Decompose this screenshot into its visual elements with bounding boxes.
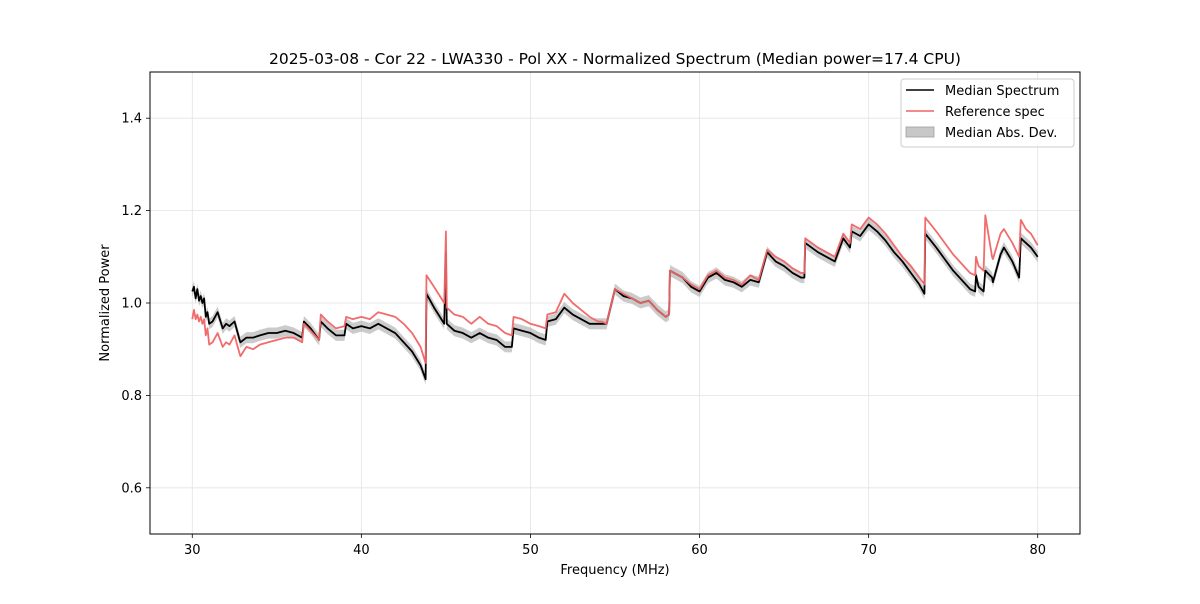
series-lines xyxy=(191,214,1039,381)
y-tick-label: 0.6 xyxy=(121,481,142,496)
y-tick-label: 1.2 xyxy=(121,204,142,219)
x-tick-label: 50 xyxy=(522,543,539,558)
x-tick-label: 40 xyxy=(353,543,370,558)
y-tick-label: 1.4 xyxy=(121,112,142,127)
legend-swatch-mad xyxy=(905,126,935,138)
y-tick-label: 1.0 xyxy=(121,297,142,312)
x-tick-label: 60 xyxy=(691,543,708,558)
legend-label-mad: Median Abs. Dev. xyxy=(945,126,1057,141)
x-tick-label: 80 xyxy=(1029,543,1046,558)
y-tick-label: 0.8 xyxy=(121,389,142,404)
reference-spectrum-line xyxy=(191,214,1039,364)
x-axis-label: Frequency (MHz) xyxy=(560,563,669,578)
legend: Median Spectrum Reference spec Median Ab… xyxy=(900,78,1075,148)
legend-frame xyxy=(900,78,1075,148)
legend-label-median: Median Spectrum xyxy=(945,84,1059,99)
chart-title: 2025-03-08 - Cor 22 - LWA330 - Pol XX - … xyxy=(269,50,961,68)
x-tick-label: 70 xyxy=(860,543,877,558)
x-tick-label: 30 xyxy=(184,543,201,558)
legend-label-reference: Reference spec xyxy=(945,105,1045,120)
y-axis-label: Normalized Power xyxy=(98,244,113,362)
median-spectrum-line xyxy=(191,223,1039,381)
axis-ticks: 30 40 50 60 70 80 0.6 0.8 1.0 1.2 1.4 xyxy=(121,112,1046,558)
